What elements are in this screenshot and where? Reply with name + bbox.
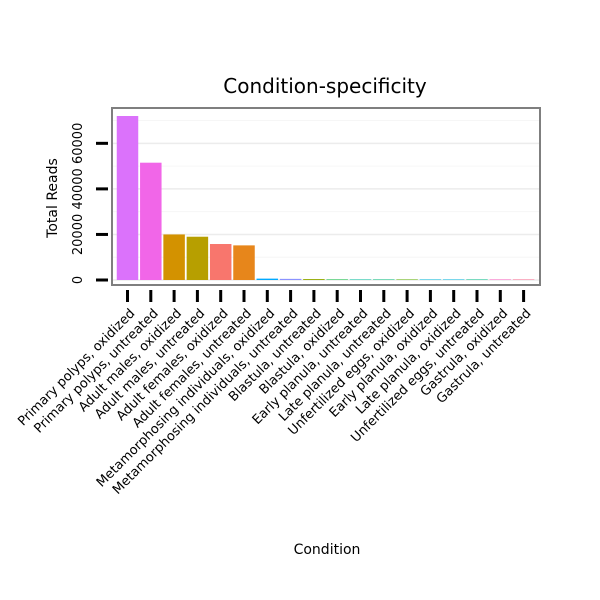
bar	[419, 279, 442, 280]
bar	[489, 279, 512, 280]
y-axis-title: Total Reads	[45, 158, 61, 239]
bar	[466, 279, 488, 280]
bar	[396, 279, 418, 280]
bar	[303, 279, 325, 280]
bar	[373, 279, 395, 280]
bar	[442, 279, 465, 280]
bar	[349, 279, 372, 280]
plot-border	[111, 107, 541, 286]
bar	[163, 234, 185, 280]
y-tick-label: 20000	[71, 214, 86, 255]
bar	[326, 279, 348, 280]
bar	[233, 245, 255, 280]
bar	[186, 236, 209, 280]
bar	[116, 116, 139, 280]
bar	[256, 278, 279, 280]
y-tick-label: 40000	[71, 168, 86, 209]
bar	[209, 244, 232, 280]
y-tick-label: 60000	[71, 123, 86, 164]
y-tick-label: 0	[71, 276, 86, 284]
bar	[140, 162, 162, 280]
chart-title: Condition-specificity	[223, 74, 427, 98]
x-axis-title: Condition	[294, 542, 361, 558]
bars	[116, 116, 535, 280]
bar	[279, 278, 302, 280]
bar	[512, 279, 535, 280]
y-axis: 0 20000 40000 60000	[71, 123, 108, 284]
